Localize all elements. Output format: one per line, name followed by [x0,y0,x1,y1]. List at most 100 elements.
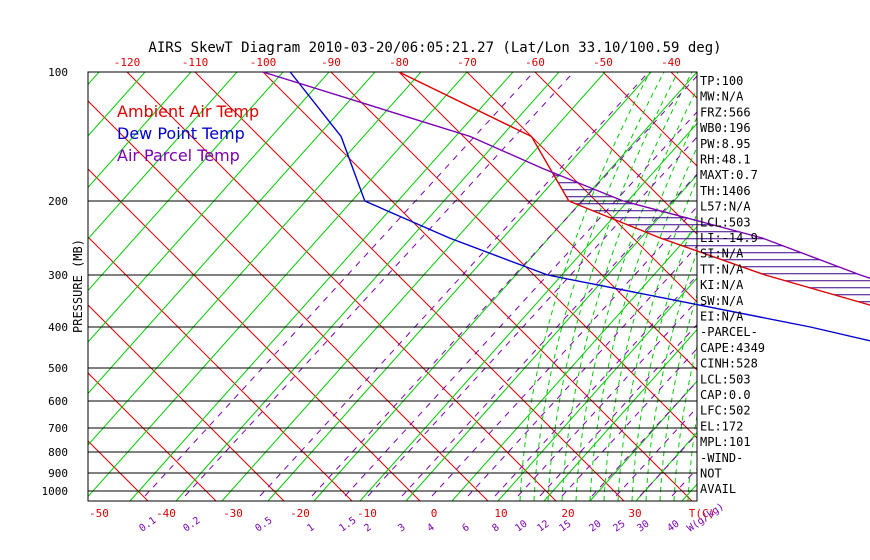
index-label: -PARCEL- [700,325,758,339]
mixing-ratio-line [259,72,650,497]
index-label: AVAIL [700,482,736,496]
dry-adiabat-line [543,328,697,501]
index-label: KI:N/A [700,278,744,292]
dry-adiabat-line [774,0,870,501]
isotherm-line [262,72,693,501]
dry-adiabat-line [635,431,697,501]
isotherm-line [602,72,697,167]
dry-adiabat-line [88,72,330,343]
index-label: MPL:101 [700,435,751,449]
index-label: RH:48.1 [700,153,751,167]
moist-adiabat-line [631,212,697,501]
dry-adiabat-line [88,72,422,446]
pressure-tick-label: 500 [48,362,68,375]
pressure-tick-label: 200 [48,195,68,208]
bottom-temp-tick-label: 0 [431,507,438,520]
mixing-ratio-line [494,274,697,497]
mixing-ratio-line [467,245,697,497]
chart-labels: AIRS SkewT Diagram 2010-03-20/06:05:21.2… [42,40,766,534]
mixing-ratio-tick-label: 10 [513,519,529,535]
pressure-tick-label: 900 [48,467,68,480]
index-label: FRZ:566 [700,105,751,119]
mixing-ratio-line [561,347,697,497]
index-label: EL:172 [700,419,743,433]
dry-adiabat-line [88,72,468,498]
mixing-ratio-tick-label: 40 [665,519,681,535]
mixing-ratio-tick-label: 1 [305,522,316,534]
dry-adiabat-line [175,72,560,501]
index-label: CAPE:4349 [700,341,765,355]
index-label: SI:N/A [700,247,744,261]
bottom-temp-tick-label: 30 [628,507,641,520]
bottom-temp-tick-label: -20 [290,507,310,520]
pressure-tick-label: 800 [48,446,68,459]
dry-adiabat-line [866,0,870,501]
isotherm-lines [0,72,697,501]
series-line-air-parcel-temp [262,71,870,279]
bottom-temp-tick-label: 20 [561,507,574,520]
pressure-tick-label: 1000 [42,485,69,498]
mixing-ratio-line [539,323,697,497]
dry-adiabat-line [0,0,32,501]
top-temp-tick-label: -110 [182,56,209,69]
top-temp-tick-label: -40 [661,56,681,69]
pressure-tick-label: 600 [48,395,68,408]
mixing-ratio-line [311,75,697,497]
bottom-temp-tick-label: -50 [89,507,109,520]
mixing-ratio-line [615,406,697,497]
mixing-ratio-tick-label: 4 [425,522,436,534]
dry-adiabat-line [88,72,376,395]
index-label: MW:N/A [700,90,744,104]
moist-adiabat-line [589,116,697,501]
legend-entry: Ambient Air Temp [117,102,259,121]
isotherm-line [330,72,697,439]
mixing-ratio-line [344,111,697,497]
index-label: TH:1406 [700,184,751,198]
isotherm-line [466,72,697,303]
index-label: LCL:503 [700,215,751,229]
moist-adiabat-line [617,178,697,501]
mixing-ratio-line [144,72,535,497]
mixing-ratio-line [401,173,697,497]
top-temp-tick-label: -70 [457,56,477,69]
moist-adiabat-line [645,250,697,501]
mixing-ratio-line [431,206,697,497]
mixing-ratio-tick-label: 15 [557,519,573,535]
mixing-ratio-line [184,72,575,497]
mixing-ratio-tick-label: 30 [635,519,651,535]
index-label: LI:-14.9 [700,231,758,245]
dry-adiabat-line [405,174,697,501]
bottom-temp-tick-label: -30 [223,507,243,520]
mixing-ratio-line [517,299,697,497]
top-temp-tick-label: -120 [114,56,141,69]
isotherm-line [88,168,421,501]
mixing-ratio-tick-label: 12 [535,519,551,535]
index-label: CINH:528 [700,357,758,371]
index-label: LCL:503 [700,372,751,386]
isotherm-line [126,72,557,501]
index-label: EI:N/A [700,310,744,324]
top-temp-tick-label: -60 [525,56,545,69]
index-label: SW:N/A [700,294,744,308]
mixing-ratio-tick-label: 0.5 [253,515,274,534]
moist-adiabat-line [659,293,697,501]
bottom-temp-tick-label: 10 [494,507,507,520]
dry-adiabat-line [88,72,238,240]
moist-adiabat-line [673,344,697,501]
dry-adiabat-line [820,0,870,501]
dry-adiabat-line [129,72,514,501]
moist-adiabat-line [575,88,697,501]
mixing-ratio-tick-label: 2 [362,522,373,534]
bottom-temp-tick-label: T(C) [689,507,716,520]
top-temp-tick-label: -100 [250,56,277,69]
dry-adiabat-line [88,72,284,292]
moist-adiabat-line [547,72,679,501]
isotherm-line [0,72,12,501]
mixing-ratio-tick-label: 0.2 [181,515,202,534]
mixing-ratio-tick-label: 20 [587,519,603,535]
dry-adiabat-line [497,277,697,501]
dry-adiabat-line [88,72,100,86]
isotherm-line [88,304,285,501]
index-label: PW:8.95 [700,137,751,151]
series-line-ambient-air-temp [398,71,870,306]
